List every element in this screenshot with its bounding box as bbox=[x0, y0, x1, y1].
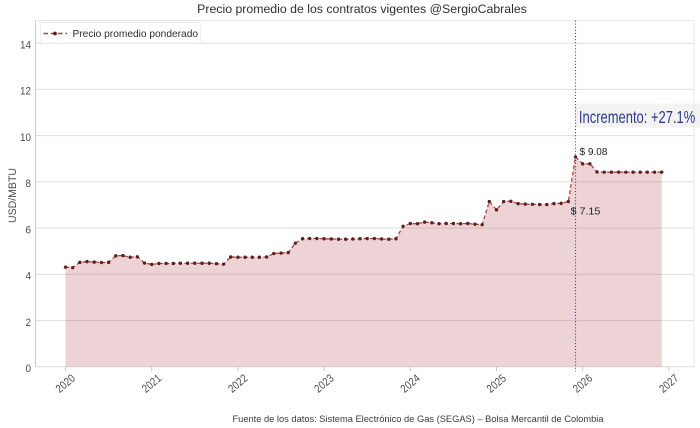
svg-text:Precio promedio ponderado: Precio promedio ponderado bbox=[73, 29, 199, 40]
svg-text:6: 6 bbox=[26, 224, 32, 236]
svg-text:0: 0 bbox=[26, 363, 32, 375]
svg-text:2: 2 bbox=[26, 317, 32, 329]
svg-text:Precio promedio de los contrat: Precio promedio de los contratos vigente… bbox=[197, 2, 527, 16]
svg-text:14: 14 bbox=[20, 40, 31, 52]
svg-text:Fuente de los datos: Sistema E: Fuente de los datos: Sistema Electrónico… bbox=[232, 414, 604, 424]
svg-text:Incremento: +27.1%: Incremento: +27.1% bbox=[579, 107, 695, 127]
svg-text:$ 7.15: $ 7.15 bbox=[571, 207, 601, 218]
svg-text:USD/MBTU: USD/MBTU bbox=[7, 168, 19, 223]
svg-text:10: 10 bbox=[20, 132, 31, 144]
svg-text:8: 8 bbox=[26, 178, 32, 190]
svg-text:4: 4 bbox=[26, 271, 32, 283]
svg-text:12: 12 bbox=[20, 86, 31, 98]
svg-text:$ 9.08: $ 9.08 bbox=[580, 147, 608, 158]
